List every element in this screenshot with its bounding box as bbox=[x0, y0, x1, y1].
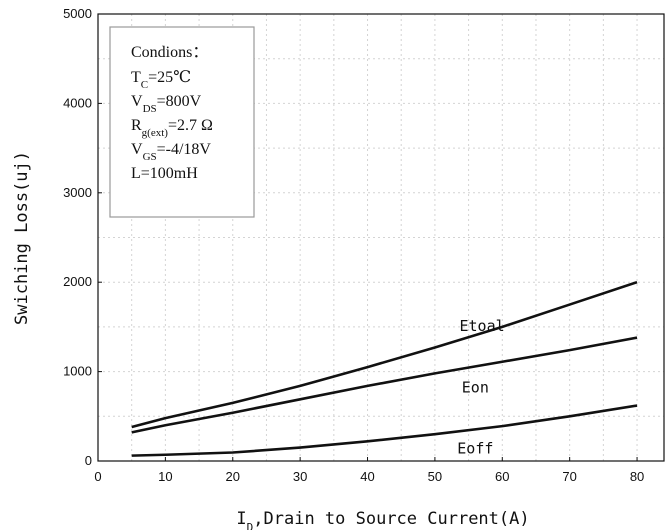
y-tick-label: 2000 bbox=[63, 274, 92, 289]
x-tick-label: 10 bbox=[158, 469, 172, 484]
y-tick-label: 5000 bbox=[63, 6, 92, 21]
x-axis-title-rest: ,Drain to Source Current(A) bbox=[253, 509, 529, 529]
series-line-eoff bbox=[131, 404, 638, 457]
conditions-title: Condions： bbox=[131, 44, 208, 61]
x-axis-title-sub: D bbox=[247, 521, 254, 530]
y-tick-label: 0 bbox=[85, 453, 92, 468]
y-axis-title: Swiching Loss(uj) bbox=[12, 151, 32, 325]
series-line-etoal bbox=[131, 280, 638, 429]
x-tick-label: 0 bbox=[94, 469, 101, 484]
x-tick-label: 70 bbox=[562, 469, 576, 484]
plot-frame bbox=[97, 13, 665, 462]
series-labels: Etoal Eon Eoff bbox=[457, 317, 504, 457]
condition-line: VGS=-4/18V bbox=[131, 141, 211, 163]
condition-line: L=100mH bbox=[131, 165, 198, 182]
condition-line: VDS=800V bbox=[131, 93, 202, 115]
series-label-eoff: Eoff bbox=[457, 439, 493, 457]
condition-line: TC=25℃ bbox=[131, 69, 191, 91]
x-tick-label: 40 bbox=[360, 469, 374, 484]
y-tick-label: 3000 bbox=[63, 185, 92, 200]
x-tick-label: 50 bbox=[428, 469, 442, 484]
condition-line: Rg(ext)=2.7 Ω bbox=[131, 117, 213, 139]
series-label-eon: Eon bbox=[462, 378, 489, 396]
y-tick-label: 4000 bbox=[63, 95, 92, 110]
axis-ticks: 0 10 20 30 40 50 60 70 80 0 1000 2000 3000 4000 5000 bbox=[63, 6, 644, 484]
conditions-box bbox=[109, 26, 255, 218]
series-line-eon bbox=[131, 336, 638, 434]
x-tick-label: 20 bbox=[226, 469, 240, 484]
x-tick-label: 80 bbox=[630, 469, 644, 484]
x-tick-label: 30 bbox=[293, 469, 307, 484]
x-axis-title-main: I bbox=[236, 509, 246, 529]
y-tick-label: 1000 bbox=[63, 364, 92, 379]
x-tick-label: 60 bbox=[495, 469, 509, 484]
x-axis-title: ID,Drain to Source Current(A) bbox=[236, 509, 529, 530]
series-lines bbox=[131, 280, 638, 457]
series-label-etoal: Etoal bbox=[459, 317, 504, 335]
